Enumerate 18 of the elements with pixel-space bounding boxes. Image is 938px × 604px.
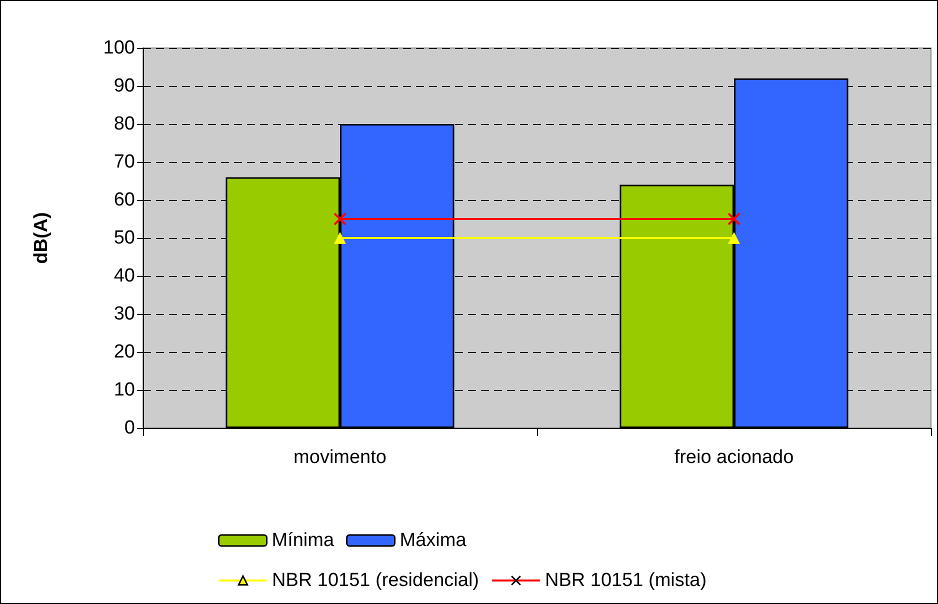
y-tick-label: 50 [114, 228, 135, 248]
legend-label: Mínima [272, 530, 334, 551]
x-tick-label: movimento [294, 447, 386, 468]
legend-label: NBR 10151 (mista) [544, 570, 707, 591]
y-tick-label: 100 [103, 38, 135, 58]
y-tick-label: 40 [114, 266, 135, 286]
y-axis-title: dB(A) [31, 212, 52, 264]
y-tick-label: 60 [114, 190, 135, 210]
y-tick-label: 70 [114, 152, 135, 172]
y-tick-label: 10 [114, 380, 135, 400]
y-tick-label: 30 [114, 304, 135, 324]
y-tick-label: 0 [124, 418, 135, 438]
legend-label: Máxima [400, 530, 467, 551]
y-tick-label: 90 [114, 76, 135, 96]
legend-label: NBR 10151 (residencial) [272, 570, 479, 591]
y-tick-label: 20 [114, 342, 135, 362]
x-tick-label: freio acionado [674, 447, 794, 468]
y-tick-label: 80 [114, 114, 135, 134]
